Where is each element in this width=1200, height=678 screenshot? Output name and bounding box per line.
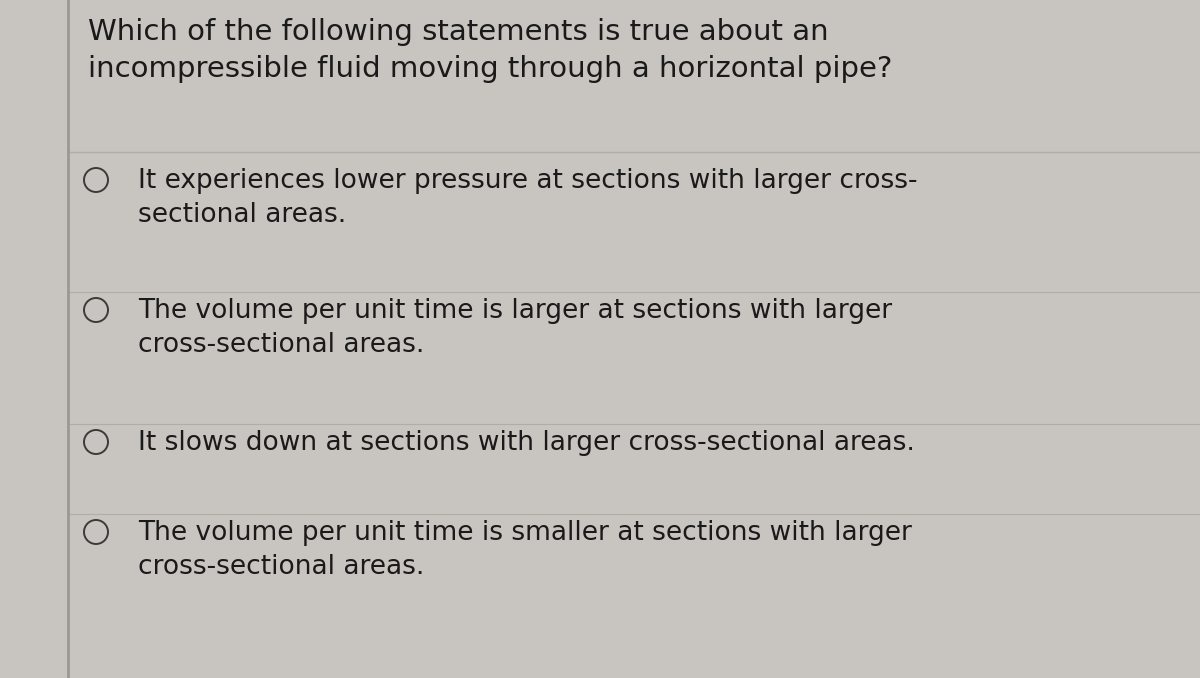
Text: It experiences lower pressure at sections with larger cross-
sectional areas.: It experiences lower pressure at section…: [138, 168, 918, 228]
Text: The volume per unit time is smaller at sections with larger
cross-sectional area: The volume per unit time is smaller at s…: [138, 520, 912, 580]
Text: The volume per unit time is larger at sections with larger
cross-sectional areas: The volume per unit time is larger at se…: [138, 298, 892, 358]
Text: It slows down at sections with larger cross-sectional areas.: It slows down at sections with larger cr…: [138, 430, 914, 456]
Text: Which of the following statements is true about an
incompressible fluid moving t: Which of the following statements is tru…: [88, 18, 893, 83]
